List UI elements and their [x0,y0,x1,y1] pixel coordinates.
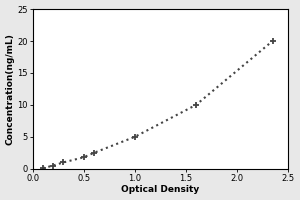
Y-axis label: Concentration(ng/mL): Concentration(ng/mL) [6,33,15,145]
X-axis label: Optical Density: Optical Density [121,185,200,194]
